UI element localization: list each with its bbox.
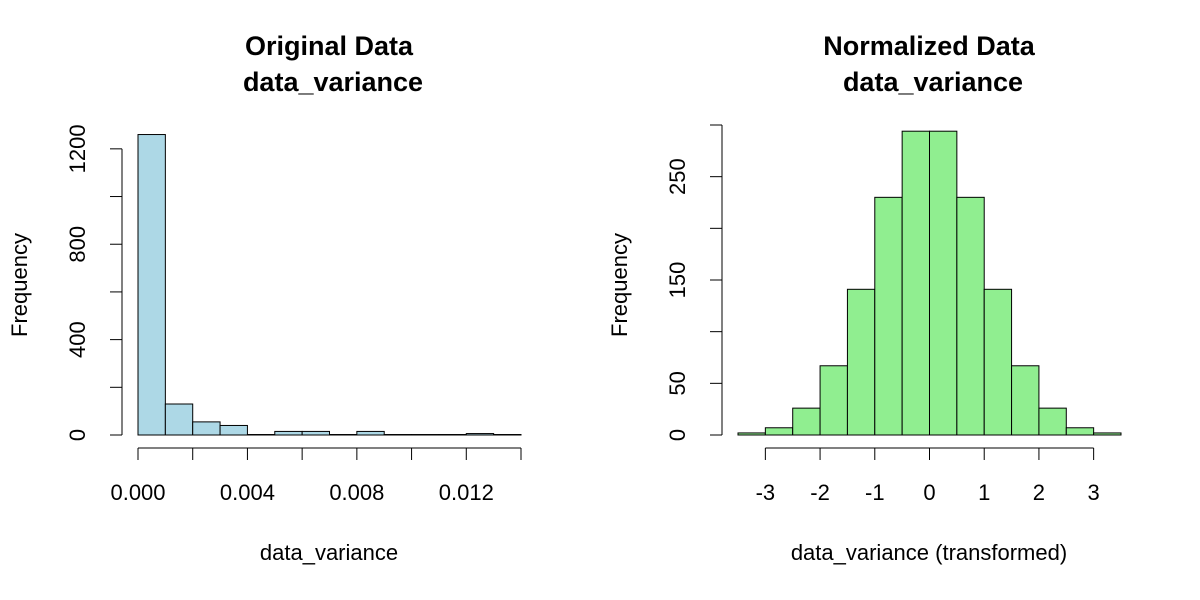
x-tick-label: 0.008 bbox=[329, 480, 384, 505]
normalized-data-panel: Normalized Data data_variance -3 -2 -1 0 1 2 3… bbox=[607, 31, 1122, 565]
y-axis-label: Frequency bbox=[7, 233, 32, 337]
y-tick-label: 1200 bbox=[65, 124, 90, 173]
histogram-bar bbox=[465, 433, 495, 436]
x-tick-label: 3 bbox=[1088, 480, 1100, 505]
y-tick-label: 50 bbox=[665, 371, 690, 395]
histogram-bar bbox=[164, 403, 194, 436]
chart-title-line2: data_variance bbox=[843, 67, 1023, 97]
y-tick-label: 400 bbox=[65, 321, 90, 358]
y-tick-label: 250 bbox=[665, 158, 690, 195]
histogram-bar bbox=[792, 407, 821, 436]
histogram-bar bbox=[901, 130, 931, 436]
x-tick-label: -1 bbox=[865, 480, 885, 505]
histogram-bar bbox=[929, 130, 958, 436]
histogram-bar bbox=[1093, 432, 1122, 436]
x-tick-label: 2 bbox=[1033, 480, 1045, 505]
histogram-bar bbox=[219, 424, 248, 436]
x-axis: -3 -2 -1 0 1 2 3 bbox=[756, 447, 1100, 505]
original-data-panel: Original Data data_variance 0.000 0.004 0.… bbox=[7, 31, 522, 565]
histogram-bar bbox=[301, 430, 330, 436]
x-tick-label: 1 bbox=[978, 480, 990, 505]
histogram-bar bbox=[1011, 365, 1040, 436]
histogram-bar bbox=[1065, 427, 1095, 436]
histogram-bar bbox=[956, 196, 985, 436]
chart-title-line1: Original Data bbox=[245, 31, 414, 61]
x-tick-label: 0.004 bbox=[220, 480, 275, 505]
bar-group bbox=[137, 134, 522, 436]
histogram-bar bbox=[192, 421, 221, 436]
histogram-bar bbox=[764, 427, 794, 436]
chart-title-line1: Normalized Data bbox=[823, 31, 1036, 61]
histogram-bar bbox=[983, 288, 1013, 436]
histogram-bar bbox=[874, 196, 903, 436]
y-tick-label: 0 bbox=[65, 429, 90, 441]
y-tick-label: 800 bbox=[65, 226, 90, 263]
chart-title-line2: data_variance bbox=[243, 67, 423, 97]
histogram-bar bbox=[1038, 407, 1067, 436]
histogram-bar bbox=[274, 430, 303, 436]
y-tick-label: 0 bbox=[665, 429, 690, 441]
x-axis: 0.000 0.004 0.008 0.012 bbox=[110, 447, 522, 505]
x-tick-label: 0.000 bbox=[110, 480, 165, 505]
histogram-bar bbox=[137, 134, 166, 436]
x-axis-label: data_variance (transformed) bbox=[791, 540, 1067, 565]
x-tick-label: -3 bbox=[756, 480, 776, 505]
bar-group bbox=[737, 130, 1122, 436]
y-axis: 0 400 800 1200 bbox=[65, 124, 123, 441]
y-axis: 0 50 150 250 bbox=[665, 124, 723, 441]
x-tick-label: 0.012 bbox=[439, 480, 494, 505]
y-axis-label: Frequency bbox=[607, 233, 632, 337]
histogram-bar bbox=[737, 432, 766, 436]
x-axis-label: data_variance bbox=[260, 540, 398, 565]
x-tick-label: 0 bbox=[923, 480, 935, 505]
histogram-bar bbox=[356, 430, 385, 436]
y-tick-label: 150 bbox=[665, 262, 690, 299]
histogram-bar bbox=[819, 365, 848, 436]
histogram-bar bbox=[846, 288, 876, 436]
x-tick-label: -2 bbox=[810, 480, 830, 505]
